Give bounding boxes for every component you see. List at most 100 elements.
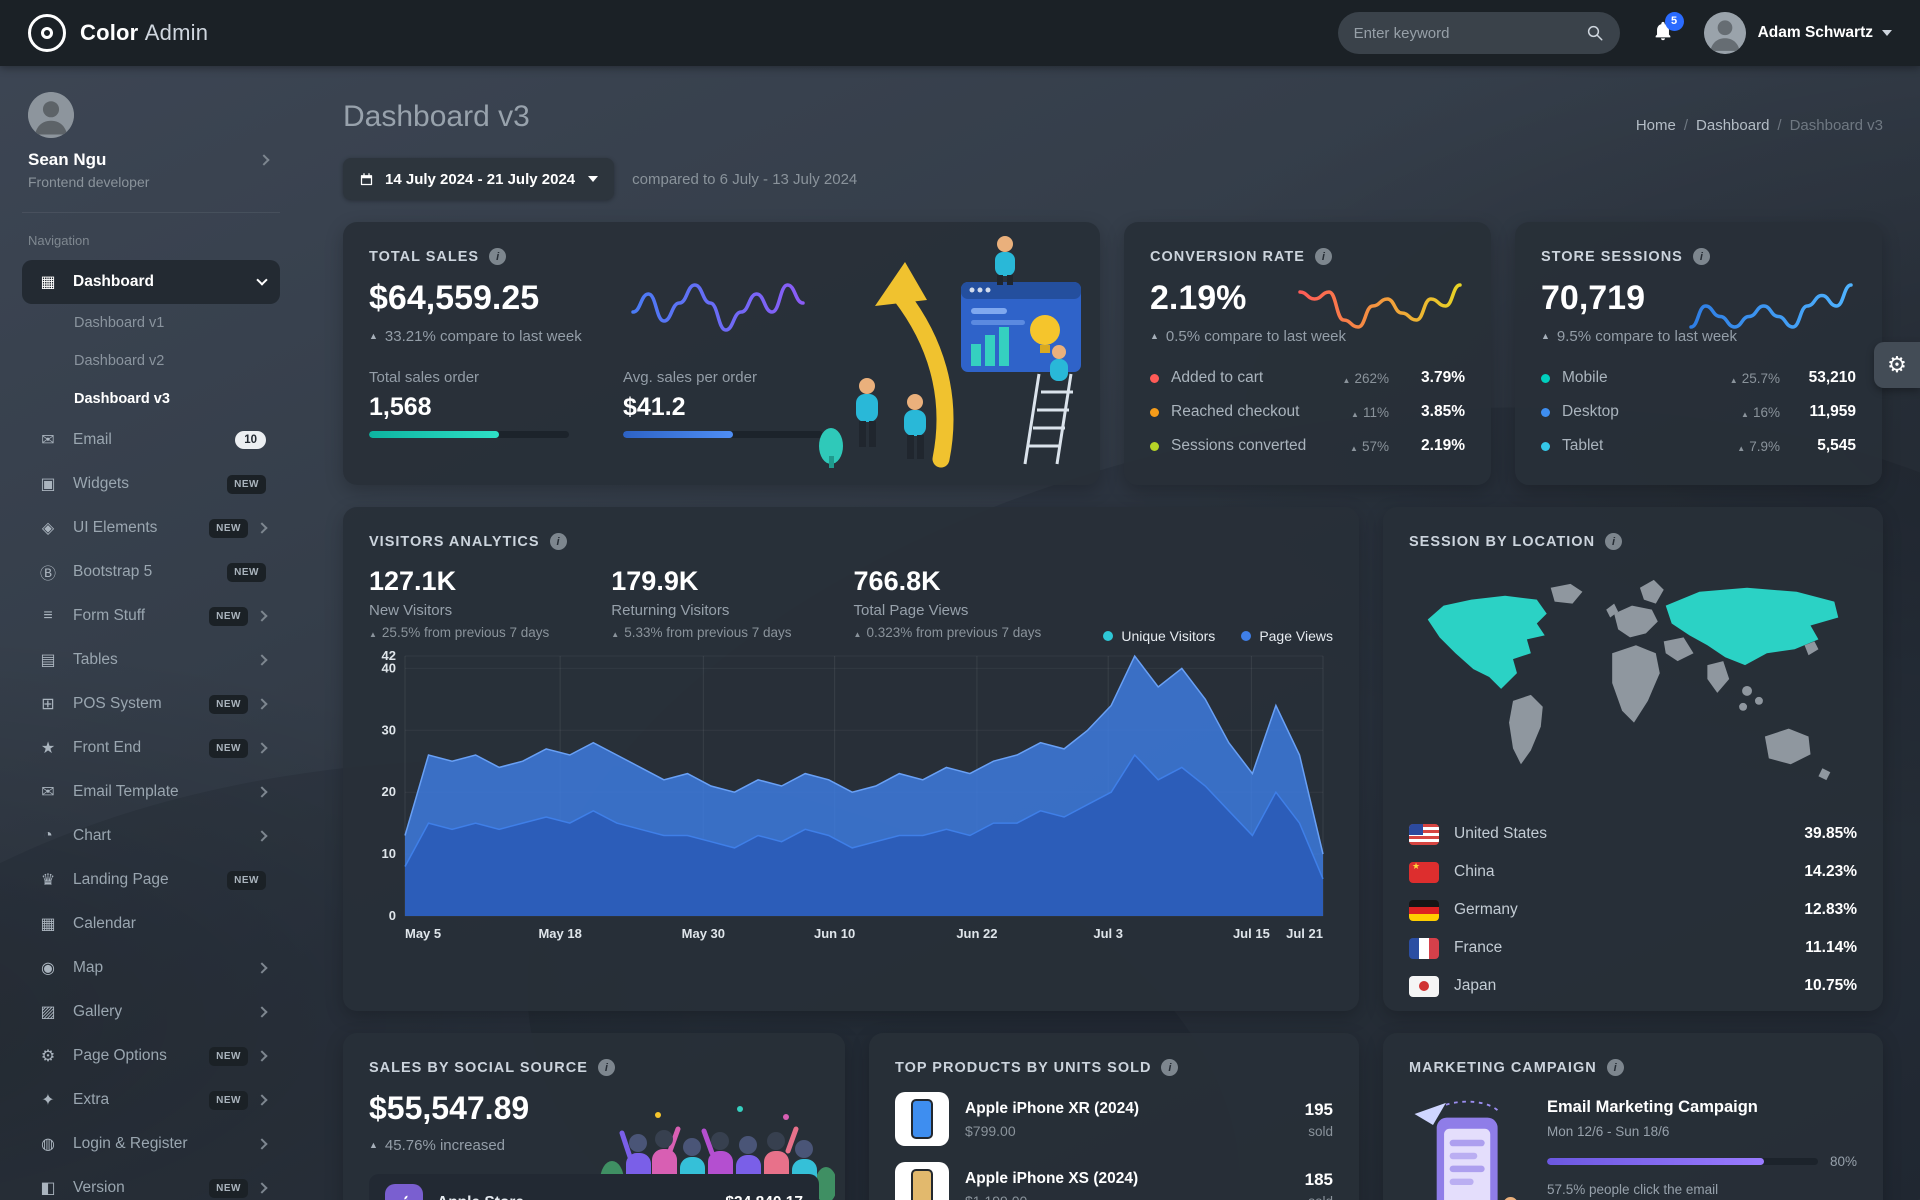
sidebar-item[interactable]: ⊞ POS System NEW <box>22 682 280 726</box>
chevron-right-icon <box>256 610 268 622</box>
sidebar-profile[interactable]: Sean Ngu Frontend developer <box>22 92 280 213</box>
conversion-row: Added to cart 262% 3.79% <box>1150 361 1465 395</box>
sidebar-subitem-label: Dashboard v1 <box>74 315 165 331</box>
notification-count-badge: 5 <box>1664 11 1684 31</box>
svg-text:Jul 3: Jul 3 <box>1093 926 1123 941</box>
country-name: Japan <box>1454 977 1497 994</box>
progress-fill <box>369 431 499 438</box>
svg-text:May 30: May 30 <box>682 926 725 941</box>
stat-label: Avg. sales per order <box>623 369 757 386</box>
metric-label: Added to cart <box>1171 369 1264 386</box>
country-percent: 39.85% <box>1804 825 1857 842</box>
sidebar-item[interactable]: ◧ Version NEW <box>22 1166 280 1200</box>
profile-role: Frontend developer <box>28 174 150 190</box>
stat-value: 766.8K <box>853 566 941 596</box>
status-dot-icon <box>1541 441 1550 451</box>
card-title: TOTAL SALES <box>369 248 480 265</box>
sidebar-item[interactable]: ▤ Tables <box>22 638 280 682</box>
sidebar-item[interactable]: ✉ Email 10 <box>22 418 280 462</box>
brand-regular: Admin <box>144 20 209 45</box>
user-menu[interactable]: Adam Schwartz <box>1703 12 1892 54</box>
progress-fill <box>623 431 733 438</box>
search-icon[interactable] <box>1586 24 1604 42</box>
info-icon[interactable]: i <box>1692 248 1710 265</box>
svg-text:May 5: May 5 <box>405 926 441 941</box>
sidebar-item-icon: ≡ <box>43 607 53 624</box>
status-dot-icon <box>1541 373 1550 383</box>
product-row: Apple iPhone XR (2024) $799.00 195 sold <box>895 1092 1333 1146</box>
sidebar-subitem[interactable]: Dashboard v2 <box>22 342 280 380</box>
metric-label: Reached checkout <box>1171 403 1300 420</box>
sidebar-item-label: Dashboard <box>73 273 154 290</box>
sidebar-item[interactable]: ≡ Form Stuff NEW <box>22 594 280 638</box>
info-icon[interactable]: i <box>1606 1059 1624 1076</box>
session-row: Mobile 25.7% 53,210 <box>1541 361 1856 395</box>
info-icon[interactable]: i <box>1605 533 1623 550</box>
card-title: SESSION BY LOCATION <box>1409 533 1596 550</box>
stat-label: Total Page Views <box>853 602 969 619</box>
compare-note: compared to 6 July - 13 July 2024 <box>632 170 858 188</box>
sidebar-item-icon: ▨ <box>40 1004 56 1021</box>
product-list: Apple iPhone XR (2024) $799.00 195 sold <box>895 1092 1333 1200</box>
sidebar-item[interactable]: ★ Front End NEW <box>22 726 280 770</box>
social-source-amount: $34,840.17 <box>725 1194 803 1200</box>
date-range-picker[interactable]: 14 July 2024 - 21 July 2024 <box>343 158 615 200</box>
sidebar-item-badge: NEW <box>209 1090 248 1110</box>
date-range-label: 14 July 2024 - 21 July 2024 <box>385 170 576 188</box>
sidebar-item[interactable]: ▦ Calendar <box>22 902 280 946</box>
theme-settings-button[interactable]: ⚙ <box>1874 342 1920 388</box>
breadcrumb-dashboard[interactable]: Dashboard <box>1696 117 1770 134</box>
sidebar-item-icon: ◔ <box>43 827 53 844</box>
avg-sales-stat: Avg. sales per order $41.2 <box>623 369 823 438</box>
user-avatar <box>1703 12 1746 54</box>
keyword-search[interactable] <box>1337 12 1620 54</box>
sidebar-item[interactable]: ▨ Gallery <box>22 990 280 1034</box>
sidebar-subitem-label: Dashboard v3 <box>74 391 170 407</box>
notifications-button[interactable]: 5 <box>1652 11 1684 47</box>
info-icon[interactable]: i <box>597 1059 615 1076</box>
chevron-right-icon <box>256 654 268 666</box>
product-row: Apple iPhone XS (2024) $1,199.00 185 sol… <box>895 1162 1333 1200</box>
sidebar-item[interactable]: ⚙ Page Options NEW <box>22 1034 280 1078</box>
units-sold-label: sold <box>1308 1194 1333 1200</box>
sidebar-item[interactable]: ◈ UI Elements NEW <box>22 506 280 550</box>
sidebar-subitem[interactable]: Dashboard v3 <box>22 380 280 418</box>
metric-label: Desktop <box>1562 403 1619 420</box>
location-row: China 14.23% <box>1409 853 1857 891</box>
stat-label: Returning Visitors <box>611 602 730 619</box>
sidebar-item[interactable]: ◉ Map <box>22 946 280 990</box>
sidebar-item[interactable]: ♛ Landing Page NEW <box>22 858 280 902</box>
sidebar-subitem[interactable]: Dashboard v1 <box>22 304 280 342</box>
metric-value: 5,545 <box>1817 437 1856 454</box>
units-sold-value: 185 <box>1304 1169 1333 1189</box>
total-sales-order-stat: Total sales order 1,568 <box>369 369 569 438</box>
legend-item[interactable]: Unique Visitors <box>1103 626 1215 646</box>
info-icon[interactable]: i <box>1314 248 1332 265</box>
country-name: China <box>1454 863 1495 880</box>
sidebar-item-dashboard[interactable]: ▦ Dashboard <box>22 260 280 304</box>
country-flag-icon <box>1409 823 1439 845</box>
chevron-down-icon <box>1882 30 1892 41</box>
sidebar-item[interactable]: ▣ Widgets NEW <box>22 462 280 506</box>
svg-text:42: 42 <box>382 648 396 663</box>
conversion-rate-value: 2.19% <box>1150 279 1247 317</box>
info-icon[interactable]: i <box>549 533 567 550</box>
sidebar-item[interactable]: ◔ Chart <box>22 814 280 858</box>
info-icon[interactable]: i <box>1161 1059 1179 1076</box>
stat-value: $41.2 <box>623 393 686 421</box>
search-input[interactable] <box>1353 24 1586 42</box>
legend-item[interactable]: Page Views <box>1241 626 1333 646</box>
sidebar-item[interactable]: ✉ Email Template <box>22 770 280 814</box>
sidebar-item-icon: ⚙ <box>40 1048 56 1065</box>
sidebar-item-badge: NEW <box>209 738 248 758</box>
sidebar-item[interactable]: ✦ Extra NEW <box>22 1078 280 1122</box>
conversion-rate-card: CONVERSION RATE i 2.19% 0.5% compare to … <box>1124 222 1491 485</box>
sidebar-item-label: Landing Page <box>73 871 169 888</box>
sidebar-item[interactable]: Ⓑ Bootstrap 5 NEW <box>22 550 280 594</box>
sidebar-item[interactable]: ◍ Login & Register <box>22 1122 280 1166</box>
chevron-down-icon <box>588 175 599 187</box>
sidebar-item-label: Tables <box>73 651 118 668</box>
info-icon[interactable]: i <box>489 248 507 265</box>
breadcrumb-home[interactable]: Home <box>1635 117 1676 134</box>
metric-change: 262% <box>1343 371 1389 386</box>
